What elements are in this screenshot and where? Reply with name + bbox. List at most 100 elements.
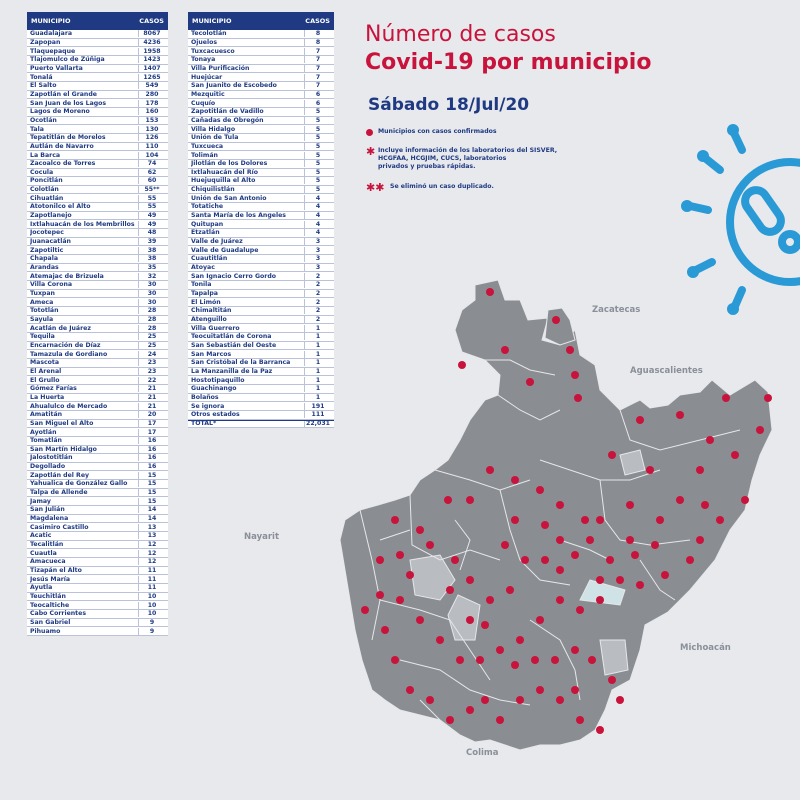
row-municipio: Etzatlán <box>191 229 220 237</box>
row-casos: 5 <box>304 142 331 150</box>
row-casos: 30 <box>138 298 165 306</box>
case-dot <box>391 656 399 664</box>
row-casos: 21 <box>138 402 165 410</box>
row-casos: 4 <box>304 212 331 220</box>
row-casos: 39 <box>138 238 165 246</box>
case-dot <box>676 496 684 504</box>
table-row: Cuautitlán 3 <box>188 255 334 264</box>
row-casos: 153 <box>138 116 165 124</box>
row-casos: 1 <box>304 385 331 393</box>
row-municipio: Mascota <box>30 359 60 367</box>
row-municipio: Degollado <box>30 463 66 471</box>
case-dot <box>466 496 474 504</box>
row-municipio: Guadalajara <box>30 30 73 38</box>
virus-icon <box>681 124 800 315</box>
table-row: Gómez Farías 21 <box>27 385 168 394</box>
case-dot <box>501 541 509 549</box>
row-municipio: Pihuamo <box>30 627 61 635</box>
case-dot <box>552 316 560 324</box>
case-dot <box>631 551 639 559</box>
row-municipio: Casimiro Castillo <box>30 523 89 531</box>
table-row: Tolimán 5 <box>188 151 334 160</box>
row-municipio: San Miguel el Alto <box>30 419 94 427</box>
row-casos: 55 <box>138 194 165 202</box>
case-dot <box>608 676 616 684</box>
table-row: Arandas 35 <box>27 264 168 273</box>
row-municipio: Tepatitlán de Morelos <box>30 134 106 142</box>
row-municipio: Zapotlán el Grande <box>30 90 97 98</box>
table-row: Puerto Vallarta 1407 <box>27 64 168 74</box>
row-municipio: Unión de San Antonio <box>191 194 267 202</box>
case-dot <box>656 516 664 524</box>
table-row: Santa María de los Ángeles 4 <box>188 212 334 221</box>
case-dot <box>496 646 504 654</box>
row-casos: 5 <box>304 177 331 185</box>
table-row: Huejúcar 7 <box>188 73 334 82</box>
case-dot <box>588 656 596 664</box>
table-row: Colotlán 55** <box>27 186 168 195</box>
table-row: Casimiro Castillo 13 <box>27 523 168 533</box>
table-row: Jocotepec 48 <box>27 229 168 238</box>
row-municipio: La Manzanilla de la Paz <box>191 367 273 375</box>
case-dot <box>526 378 534 386</box>
row-casos: 1 <box>304 367 331 375</box>
row-municipio: Valle de Juárez <box>191 238 243 246</box>
row-municipio: Zapopan <box>30 38 61 46</box>
case-dot <box>376 556 384 564</box>
table-row: Ixtlahuacán de los Membrillos 49 <box>27 220 168 230</box>
table-row: Cañadas de Obregón 5 <box>188 116 334 126</box>
row-casos: 5 <box>304 134 331 142</box>
table-row: San Martín Hidalgo 16 <box>27 445 168 455</box>
case-dot <box>586 536 594 544</box>
case-dot <box>576 716 584 724</box>
case-dot <box>426 541 434 549</box>
row-casos: 7 <box>304 56 331 64</box>
row-casos: 15 <box>138 489 165 497</box>
table-row: Unión de Tula 5 <box>188 134 334 143</box>
row-casos: 11 <box>138 575 165 583</box>
case-dot <box>706 436 714 444</box>
table-row: Chimaltitán 2 <box>188 307 334 316</box>
row-casos: 5 <box>304 160 331 168</box>
table-row: Tizapán el Alto 11 <box>27 567 168 576</box>
table-row: La Barca 104 <box>27 151 168 160</box>
row-municipio: La Barca <box>30 151 61 159</box>
case-dot <box>511 516 519 524</box>
case-dot <box>571 646 579 654</box>
case-dot <box>596 596 604 604</box>
row-casos: 2 <box>304 281 331 289</box>
case-dot <box>741 496 749 504</box>
row-municipio: San Julián <box>30 506 65 514</box>
row-casos: 30 <box>138 281 165 289</box>
table-row: San Marcos 1 <box>188 350 334 359</box>
row-casos: 16 <box>138 437 165 445</box>
row-casos: 16 <box>138 463 165 471</box>
table-row: Jesús María 11 <box>27 575 168 584</box>
row-casos: 130 <box>138 125 165 133</box>
legend-asterisk-line-3: privados y pruebas rápidas. <box>378 163 476 170</box>
row-municipio: Tonaya <box>191 56 216 64</box>
table-row: Villa Hidalgo 5 <box>188 125 334 134</box>
table-row: Tonila 2 <box>188 281 334 290</box>
table-total-row: TOTAL* 22,031 <box>188 419 334 429</box>
row-casos: 10 <box>138 601 165 609</box>
row-municipio: Cuquío <box>191 99 216 107</box>
row-municipio: Tamazula de Gordiano <box>30 350 108 358</box>
table-row: Cuquío 6 <box>188 99 334 108</box>
row-municipio: Cuautla <box>30 549 57 557</box>
case-dot <box>466 576 474 584</box>
case-dot <box>571 371 579 379</box>
state-label-nayarit: Nayarit <box>244 532 280 542</box>
row-casos: 3 <box>304 255 331 263</box>
case-dot <box>416 616 424 624</box>
case-dot <box>501 346 509 354</box>
row-casos: 4 <box>304 220 331 228</box>
table-row: Tecolotlán 8 <box>188 30 334 39</box>
table-row: Etzatlán 4 <box>188 229 334 238</box>
row-municipio: Se ignora <box>191 402 225 410</box>
case-dot <box>571 551 579 559</box>
case-dot <box>496 716 504 724</box>
case-dot <box>511 476 519 484</box>
case-dot <box>616 576 624 584</box>
row-casos: 16 <box>138 445 165 453</box>
